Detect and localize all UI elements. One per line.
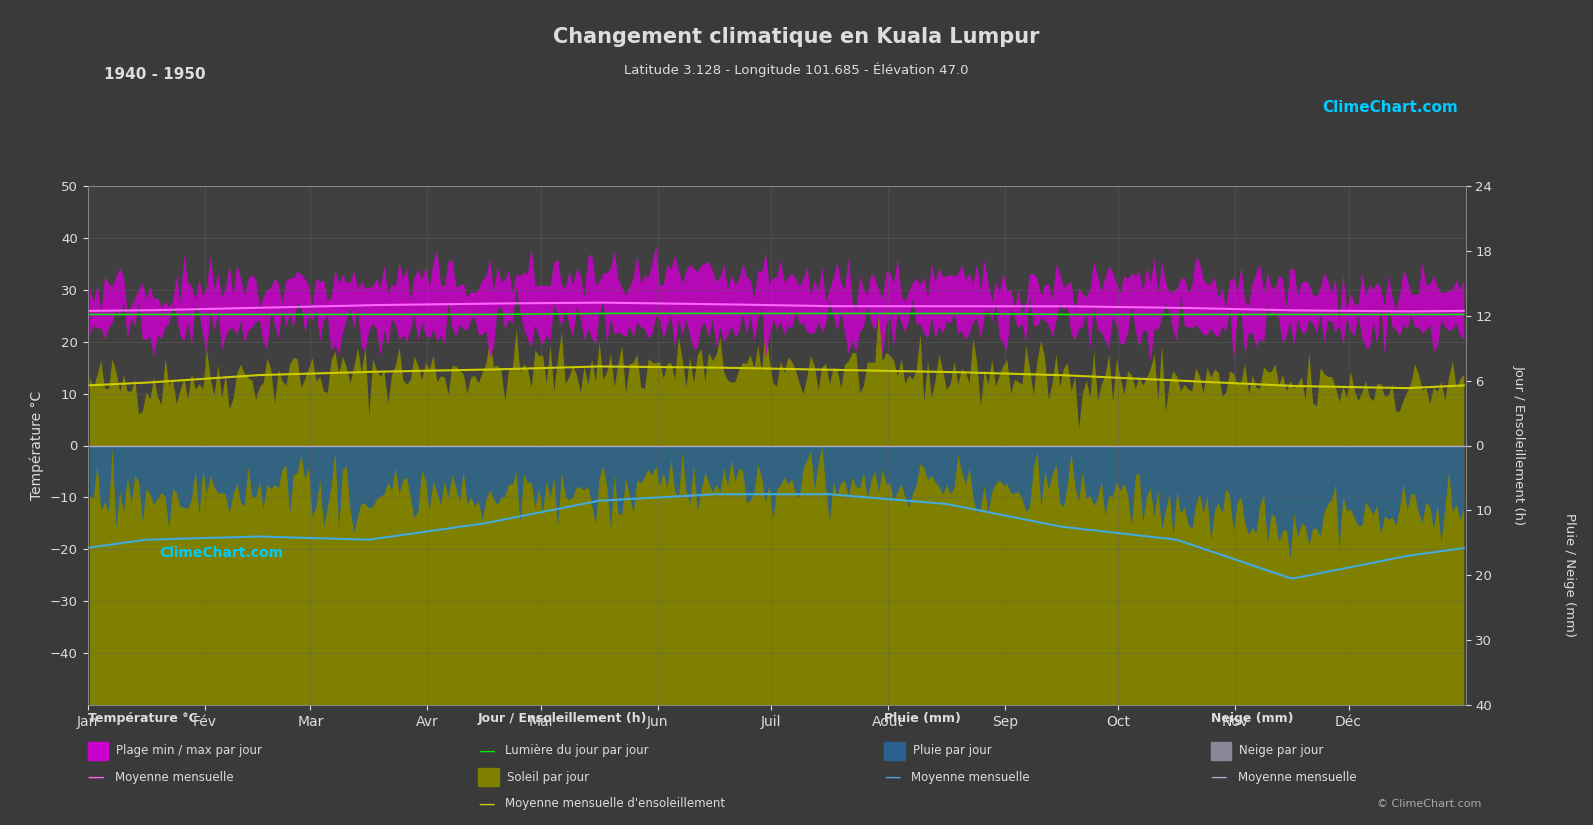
Y-axis label: Jour / Ensoleillement (h): Jour / Ensoleillement (h): [1513, 365, 1526, 526]
Text: Pluie par jour: Pluie par jour: [913, 744, 991, 757]
Text: ClimeChart.com: ClimeChart.com: [159, 546, 284, 559]
Text: Moyenne mensuelle: Moyenne mensuelle: [1238, 771, 1356, 784]
Text: Neige par jour: Neige par jour: [1239, 744, 1324, 757]
Text: —: —: [88, 768, 104, 786]
Text: Neige (mm): Neige (mm): [1211, 712, 1294, 725]
Text: Moyenne mensuelle: Moyenne mensuelle: [115, 771, 233, 784]
Text: 1940 - 1950: 1940 - 1950: [104, 67, 205, 82]
Text: ClimeChart.com: ClimeChart.com: [1322, 100, 1458, 115]
Text: —: —: [1211, 768, 1227, 786]
Y-axis label: Température °C: Température °C: [30, 391, 45, 500]
Text: Changement climatique en Kuala Lumpur: Changement climatique en Kuala Lumpur: [553, 27, 1040, 47]
Text: Soleil par jour: Soleil par jour: [507, 771, 589, 784]
Text: Température °C: Température °C: [88, 712, 198, 725]
Text: Plage min / max par jour: Plage min / max par jour: [116, 744, 263, 757]
Text: Moyenne mensuelle: Moyenne mensuelle: [911, 771, 1029, 784]
Text: Moyenne mensuelle d'ensoleillement: Moyenne mensuelle d'ensoleillement: [505, 797, 725, 810]
Text: —: —: [478, 794, 494, 813]
Text: Jour / Ensoleillement (h): Jour / Ensoleillement (h): [478, 712, 647, 725]
Text: Pluie / Neige (mm): Pluie / Neige (mm): [1563, 513, 1575, 638]
Text: © ClimeChart.com: © ClimeChart.com: [1376, 799, 1481, 809]
Text: Latitude 3.128 - Longitude 101.685 - Élévation 47.0: Latitude 3.128 - Longitude 101.685 - Élé…: [624, 63, 969, 78]
Text: —: —: [478, 742, 494, 760]
Text: —: —: [884, 768, 900, 786]
Text: Pluie (mm): Pluie (mm): [884, 712, 961, 725]
Text: Lumière du jour par jour: Lumière du jour par jour: [505, 744, 648, 757]
